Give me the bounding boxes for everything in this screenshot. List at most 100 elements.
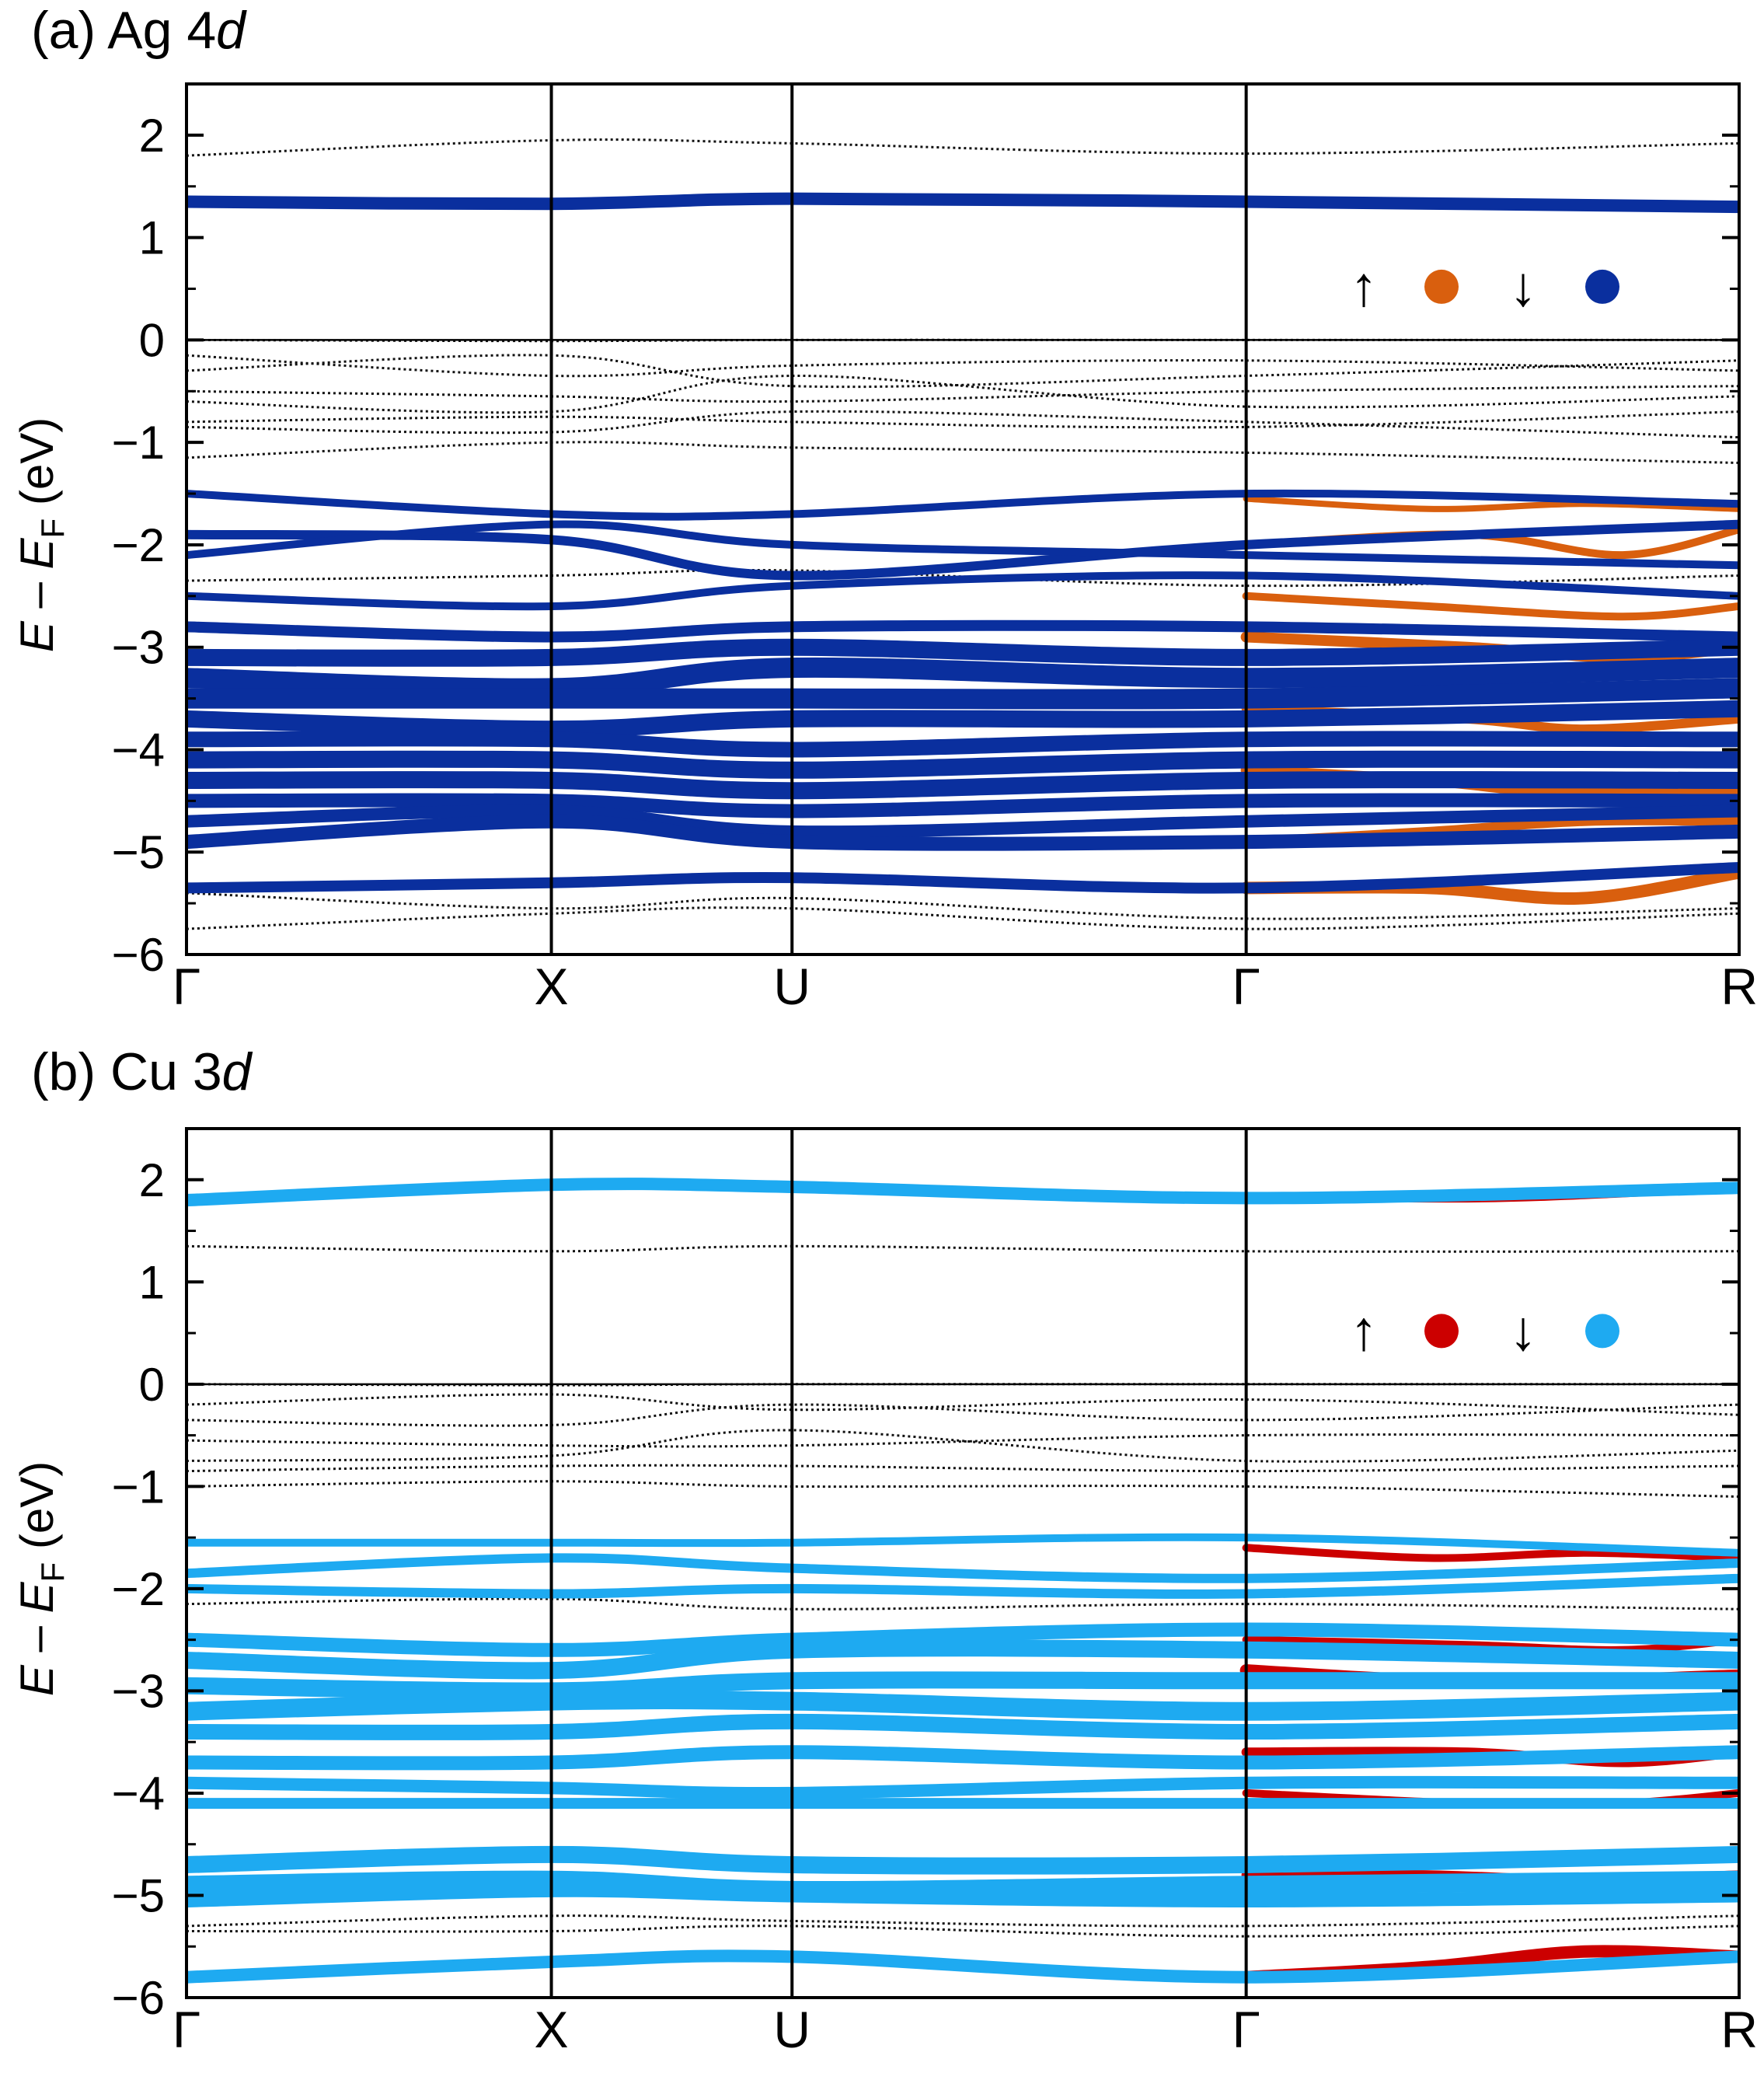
kpoint-label: Γ xyxy=(1232,958,1260,1015)
plot-frame xyxy=(185,1127,1741,1999)
spin-down-band-5 xyxy=(187,571,1739,611)
y-tick-label: 1 xyxy=(139,1256,165,1308)
y-axis-label-unit: (eV) xyxy=(11,1461,63,1562)
spin-up-band-4 xyxy=(1242,592,1739,621)
spin-down-band-6 xyxy=(187,619,1739,643)
spin-down-band-9 xyxy=(187,678,1739,710)
spin-down-band-10 xyxy=(187,1745,1739,1771)
y-axis-label-unit: (eV) xyxy=(11,417,63,518)
y-tick-label: 2 xyxy=(139,110,165,162)
spin-down-band-1 xyxy=(187,192,1739,214)
y-tick-label: −5 xyxy=(112,1869,165,1921)
thin-band-8 xyxy=(187,1480,1739,1498)
panel-title: (b) Cu 3d xyxy=(31,1042,253,1101)
y-axis-label-sub: F xyxy=(34,518,71,539)
thin-band-12 xyxy=(187,906,1739,930)
thin-band-6 xyxy=(187,1429,1739,1463)
kpoint-label: Γ xyxy=(173,2001,200,2058)
thin-band-7 xyxy=(187,1464,1739,1473)
spin-down-band-14 xyxy=(187,793,1739,818)
thin-band-8 xyxy=(187,410,1739,439)
y-tick-label: 0 xyxy=(139,314,165,366)
plot-frame xyxy=(185,82,1741,956)
y-axis-label-sub: F xyxy=(34,1562,71,1583)
thin-band-1 xyxy=(187,138,1739,157)
spin-down-band-17 xyxy=(187,862,1739,894)
thin-band-3 xyxy=(187,1393,1739,1416)
panel-title-orbital: d xyxy=(222,1042,253,1101)
spin-down-band-16 xyxy=(187,814,1739,851)
spin-down-band-8 xyxy=(187,1690,1739,1721)
spin-down-band-11 xyxy=(187,1775,1739,1800)
y-tick-label: −3 xyxy=(112,622,165,674)
legend-down-arrow: ↓ xyxy=(1509,1300,1537,1362)
y-tick-label: −5 xyxy=(112,826,165,878)
legend-down-arrow: ↓ xyxy=(1509,256,1537,318)
spin-down-band-13 xyxy=(187,771,1739,800)
spin-down-band-12 xyxy=(187,750,1739,779)
thin-band-7 xyxy=(187,410,1739,429)
spin-down-band-2 xyxy=(187,1533,1739,1557)
spin-up-band-2 xyxy=(1243,495,1739,512)
y-axis-label: E – EF (eV) xyxy=(11,417,71,652)
legend-up-marker xyxy=(1424,1314,1459,1349)
y-axis-label-fermi: E xyxy=(11,1581,63,1613)
spin-down-band-7 xyxy=(187,638,1739,667)
legend-down-marker xyxy=(1585,269,1619,304)
panel-title: (a) Ag 4d xyxy=(31,1,247,60)
spin-down-band-7 xyxy=(187,1671,1739,1700)
kpoint-label: X xyxy=(535,958,569,1015)
spin-down-band-15 xyxy=(187,804,1739,839)
y-axis-label-minus: – xyxy=(11,569,63,621)
thin-band-3 xyxy=(187,354,1739,378)
spin-down-band-15 xyxy=(187,1883,1739,1908)
kpoint-label: Γ xyxy=(173,958,200,1015)
spin-down-band-2 xyxy=(187,489,1739,521)
thin-band-5 xyxy=(187,1433,1739,1448)
legend-up-marker xyxy=(1424,269,1459,304)
y-axis-label-energy: E xyxy=(11,620,63,652)
thin-band-9 xyxy=(187,441,1739,464)
y-tick-label: −4 xyxy=(112,1768,165,1820)
legend-up-arrow: ↑ xyxy=(1350,256,1378,318)
legend-down-marker xyxy=(1585,1314,1619,1349)
kpoint-label: U xyxy=(773,958,811,1015)
thin-band-9 xyxy=(187,1597,1739,1611)
kpoint-label: R xyxy=(1720,958,1758,1015)
y-tick-label: 0 xyxy=(139,1359,165,1411)
y-tick-label: −2 xyxy=(112,519,165,571)
kpoint-label: U xyxy=(773,2001,811,2058)
y-axis-label: E – EF (eV) xyxy=(11,1461,71,1696)
spin-down-band-9 xyxy=(187,1713,1739,1740)
y-tick-label: −1 xyxy=(112,417,165,469)
spin-down-band-8 xyxy=(187,657,1739,699)
y-tick-label: −2 xyxy=(112,1563,165,1615)
y-axis-label-minus: – xyxy=(11,1613,63,1665)
y-axis-label-fermi: E xyxy=(11,537,63,569)
thin-band-11 xyxy=(187,892,1739,920)
spin-down-band-13 xyxy=(187,1845,1739,1875)
y-tick-label: 2 xyxy=(139,1154,165,1206)
panel-title-text: (a) Ag 4 xyxy=(31,1,216,60)
plot-area xyxy=(187,1178,1739,1984)
spin-down-band-10 xyxy=(187,700,1739,738)
plot-area xyxy=(187,138,1739,930)
y-tick-label: −6 xyxy=(112,929,165,981)
y-tick-label: −3 xyxy=(112,1665,165,1717)
panel-title-text: (b) Cu 3 xyxy=(31,1042,222,1101)
kpoint-label: R xyxy=(1720,2001,1758,2058)
y-axis-label-energy: E xyxy=(11,1664,63,1696)
spin-down-band-6 xyxy=(187,1639,1739,1680)
y-tick-label: −1 xyxy=(112,1461,165,1513)
spin-down-band-1 xyxy=(187,1178,1739,1207)
spin-up-band-2 xyxy=(1242,1544,1739,1562)
thin-band-4 xyxy=(187,354,1739,389)
panel-title-orbital: d xyxy=(216,1,247,60)
thin-band-6 xyxy=(187,374,1739,414)
spin-down-band-4 xyxy=(187,1573,1739,1599)
spin-down-band-5 xyxy=(187,1622,1739,1657)
y-tick-label: −4 xyxy=(112,724,165,776)
